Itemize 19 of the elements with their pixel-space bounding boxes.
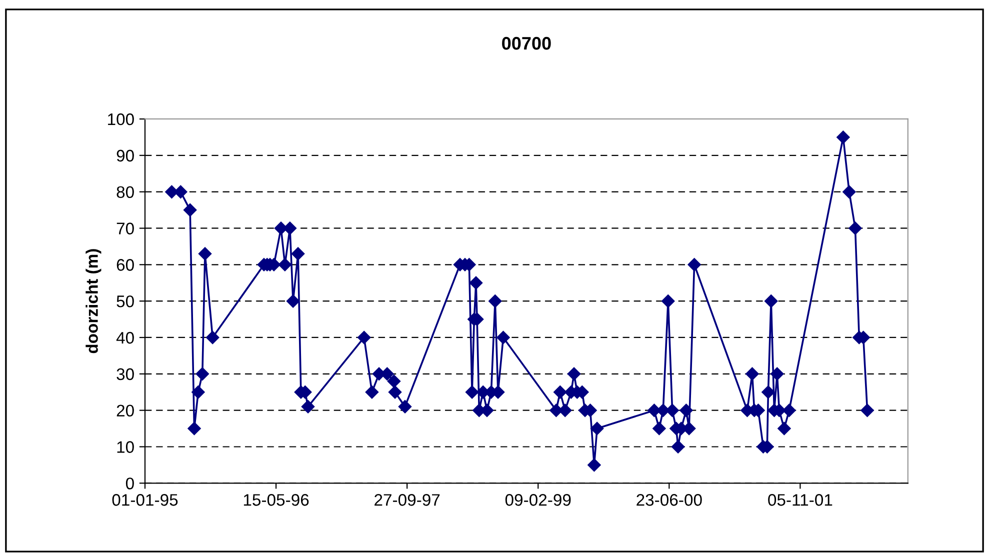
x-tick-label: 09-02-99 bbox=[505, 494, 571, 506]
x-tick-label: 15-05-96 bbox=[244, 494, 309, 506]
x-tick-label: 27-09-97 bbox=[374, 494, 440, 506]
y-tick-label: 70 bbox=[116, 222, 134, 234]
y-tick-label: 30 bbox=[116, 368, 134, 380]
x-tick-label: 05-11-01 bbox=[768, 494, 832, 506]
y-tick-label: 20 bbox=[116, 404, 134, 417]
y-tick-label: 80 bbox=[116, 186, 134, 198]
y-tick-label: 60 bbox=[116, 259, 134, 271]
y-tick-label: 10 bbox=[117, 441, 134, 453]
x-tick-label: 23-06-00 bbox=[636, 494, 702, 506]
x-tick-label: 01-01-95 bbox=[112, 494, 178, 506]
y-tick-label: 100 bbox=[108, 113, 134, 126]
chart-title: 00700 bbox=[502, 36, 551, 50]
y-tick-label: 0 bbox=[126, 478, 134, 490]
y-tick-label: 40 bbox=[116, 332, 134, 344]
y-tick-label: 90 bbox=[116, 150, 134, 162]
y-axis-title: doorzicht (m) bbox=[86, 249, 102, 354]
y-tick-label: 50 bbox=[116, 295, 134, 308]
